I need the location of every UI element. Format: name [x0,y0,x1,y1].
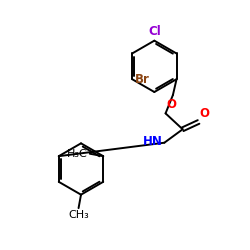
Text: HN: HN [142,135,163,148]
Text: Cl: Cl [148,25,161,38]
Text: Br: Br [135,73,150,86]
Text: CH₃: CH₃ [68,210,89,220]
Text: O: O [200,106,210,120]
Text: O: O [167,98,177,110]
Text: H₃C: H₃C [67,149,88,159]
